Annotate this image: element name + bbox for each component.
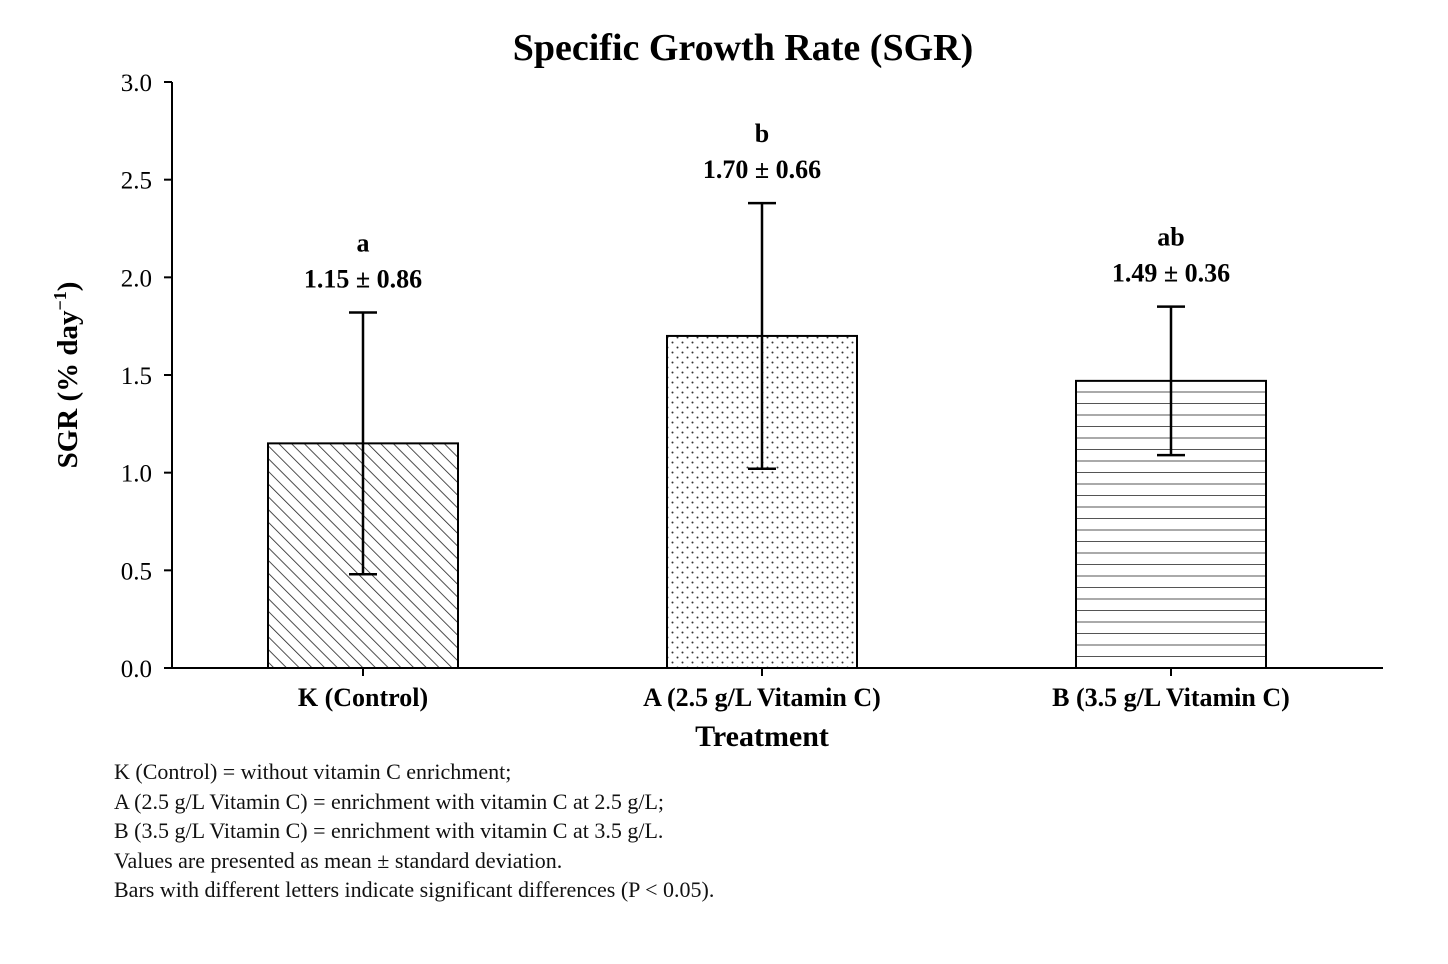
x-axis-label: Treatment	[695, 720, 829, 753]
footnotes: K (Control) = without vitamin C enrichme…	[114, 757, 714, 905]
y-tick-label: 1.0	[121, 461, 152, 488]
y-tick-label: 2.0	[121, 265, 152, 292]
y-axis: 0.0 0.5 1.0 1.5 2.0 2.5 3.0	[121, 70, 173, 683]
footnote-b: B (3.5 g/L Vitamin C) = enrichment with …	[114, 818, 664, 843]
bars-group	[267, 201, 1267, 669]
significance-letter-0: a	[357, 228, 370, 257]
x-axis: K (Control) A (2.5 g/L Vitamin C) B (3.5 g…	[172, 667, 1383, 712]
y-axis-label-sup: −1	[50, 291, 70, 310]
x-tick-label-2: B (3.5 g/L Vitamin C)	[1052, 683, 1290, 712]
value-label-0: 1.15 ± 0.86	[304, 264, 422, 293]
x-tick-label-1: A (2.5 g/L Vitamin C)	[643, 683, 881, 712]
y-tick-label: 3.0	[121, 70, 152, 97]
chart-title: Specific Growth Rate (SGR)	[513, 27, 974, 69]
y-tick-label: 1.5	[121, 363, 152, 390]
y-axis-label-suffix: )	[52, 282, 84, 292]
y-tick-label: 0.0	[121, 656, 152, 683]
footnote-values: Values are presented as mean ± standard …	[114, 847, 563, 873]
footnote-a: A (2.5 g/L Vitamin C) = enrichment with …	[114, 788, 665, 814]
y-tick-label: 0.5	[121, 558, 152, 585]
annotations-group: 1.15 ± 0.86 a 1.70 ± 0.66 b 1.49 ± 0.36 ab	[304, 119, 1230, 293]
footnote-k: K (Control) = without vitamin C enrichme…	[114, 759, 512, 784]
sgr-bar-chart: Specific Growth Rate (SGR) 0.0 0.5 1.0 1.5 2…	[50, 27, 1383, 753]
footnote-letters: Bars with different letters indicate sig…	[114, 877, 715, 902]
value-label-1: 1.70 ± 0.66	[703, 155, 821, 184]
value-label-2: 1.49 ± 0.36	[1112, 259, 1230, 288]
y-tick-label: 2.5	[121, 168, 152, 195]
y-axis-label-main: SGR (% day	[52, 310, 84, 468]
x-tick-label-0: K (Control)	[298, 683, 428, 712]
significance-letter-2: ab	[1157, 223, 1184, 252]
significance-letter-1: b	[755, 119, 769, 148]
y-axis-label: SGR (% day−1)	[50, 282, 84, 469]
